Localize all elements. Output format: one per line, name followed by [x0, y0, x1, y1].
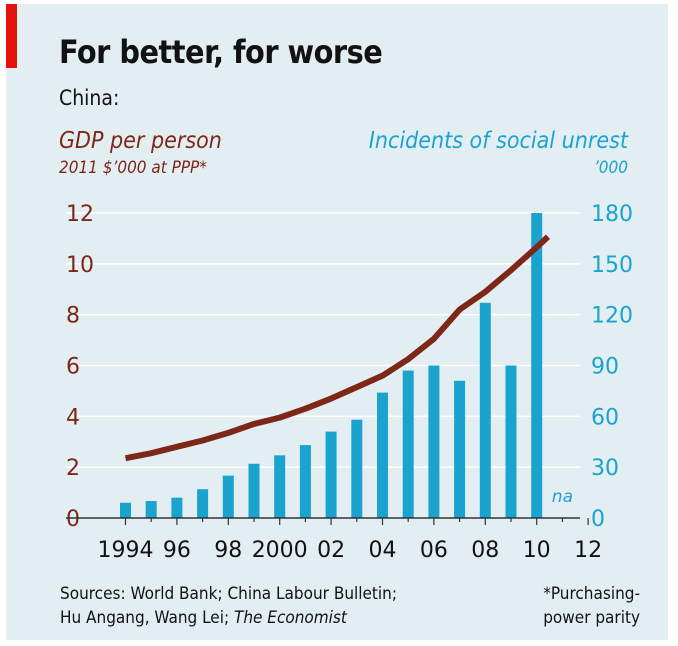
right-tick-label: 150	[591, 253, 633, 278]
left-axis-unit: 2011 $’000 at PPP*	[59, 158, 207, 178]
bar-2002	[325, 431, 337, 518]
x-tick-label: 08	[471, 538, 499, 563]
left-tick-label: 6	[66, 355, 80, 380]
x-tick-label: 2000	[252, 538, 308, 563]
chart-title: For better, for worse	[59, 33, 383, 71]
gdp-line	[124, 234, 551, 462]
right-axis-title: Incidents of social unrest	[368, 128, 628, 154]
sources-line-1: Sources: World Bank; China Labour Bullet…	[60, 584, 398, 604]
left-axis-title: GDP per person	[59, 128, 222, 154]
footnote-line-2: power parity	[543, 608, 640, 628]
bar-1995	[145, 501, 157, 518]
sources-line-2-text: Hu Angang, Wang Lei;	[60, 608, 234, 628]
right-axis-heading: Incidents of social unrest ’000	[369, 128, 628, 178]
x-tick-label: 02	[317, 538, 345, 563]
bar-1998	[222, 475, 234, 518]
line-series	[124, 234, 551, 462]
right-tick-label: 0	[591, 507, 605, 532]
x-tick-label: 98	[214, 538, 242, 563]
bar-2008	[479, 302, 491, 518]
bar-2003	[351, 419, 363, 518]
x-tick-label: 12	[574, 538, 602, 563]
right-tick-label: 30	[591, 456, 619, 481]
bar-2005	[402, 370, 414, 518]
x-tick-label: 04	[369, 538, 397, 563]
bar-1999	[248, 463, 260, 518]
chart-panel	[6, 4, 668, 640]
red-tag-mark	[6, 4, 17, 68]
bar-2010	[531, 213, 543, 518]
x-tick-label: 06	[420, 538, 448, 563]
bar-1996	[171, 497, 183, 518]
bar-2007	[454, 380, 466, 518]
footnote-line-1: *Purchasing-	[543, 584, 640, 604]
bar-2004	[377, 392, 388, 518]
bar-1997	[197, 489, 209, 518]
gridlines	[66, 212, 580, 468]
footnote: *Purchasing- power parity	[543, 582, 640, 630]
x-tick-label: 1994	[98, 538, 154, 563]
right-tick-label: 90	[591, 355, 619, 380]
bar-2006	[428, 365, 440, 518]
x-tick-label: 10	[523, 538, 551, 563]
left-tick-label: 12	[66, 202, 94, 227]
chart-subtitle: China:	[59, 86, 120, 110]
bar-2009	[505, 365, 517, 518]
left-tick-label: 8	[66, 304, 80, 329]
left-tick-label: 2	[66, 456, 80, 481]
sources-line-2: Hu Angang, Wang Lei; The Economist	[60, 606, 397, 630]
left-tick-label: 0	[66, 507, 80, 532]
bar-2000	[274, 455, 286, 518]
right-tick-label: 60	[591, 405, 619, 430]
left-tick-label: 4	[66, 405, 80, 430]
na-annotation: na	[552, 487, 573, 507]
right-tick-label: 120	[591, 304, 633, 329]
sources-publication: The Economist	[233, 608, 347, 628]
sources-note: Sources: World Bank; China Labour Bullet…	[60, 582, 397, 630]
right-axis-unit: ’000	[593, 158, 628, 178]
left-axis-heading: GDP per person 2011 $’000 at PPP*	[59, 128, 222, 178]
x-tick-label: 96	[163, 538, 191, 563]
right-tick-label: 180	[591, 202, 633, 227]
bar-series	[120, 213, 543, 518]
bar-1994	[120, 502, 131, 518]
bar-2001	[299, 445, 311, 518]
left-tick-label: 10	[66, 253, 94, 278]
